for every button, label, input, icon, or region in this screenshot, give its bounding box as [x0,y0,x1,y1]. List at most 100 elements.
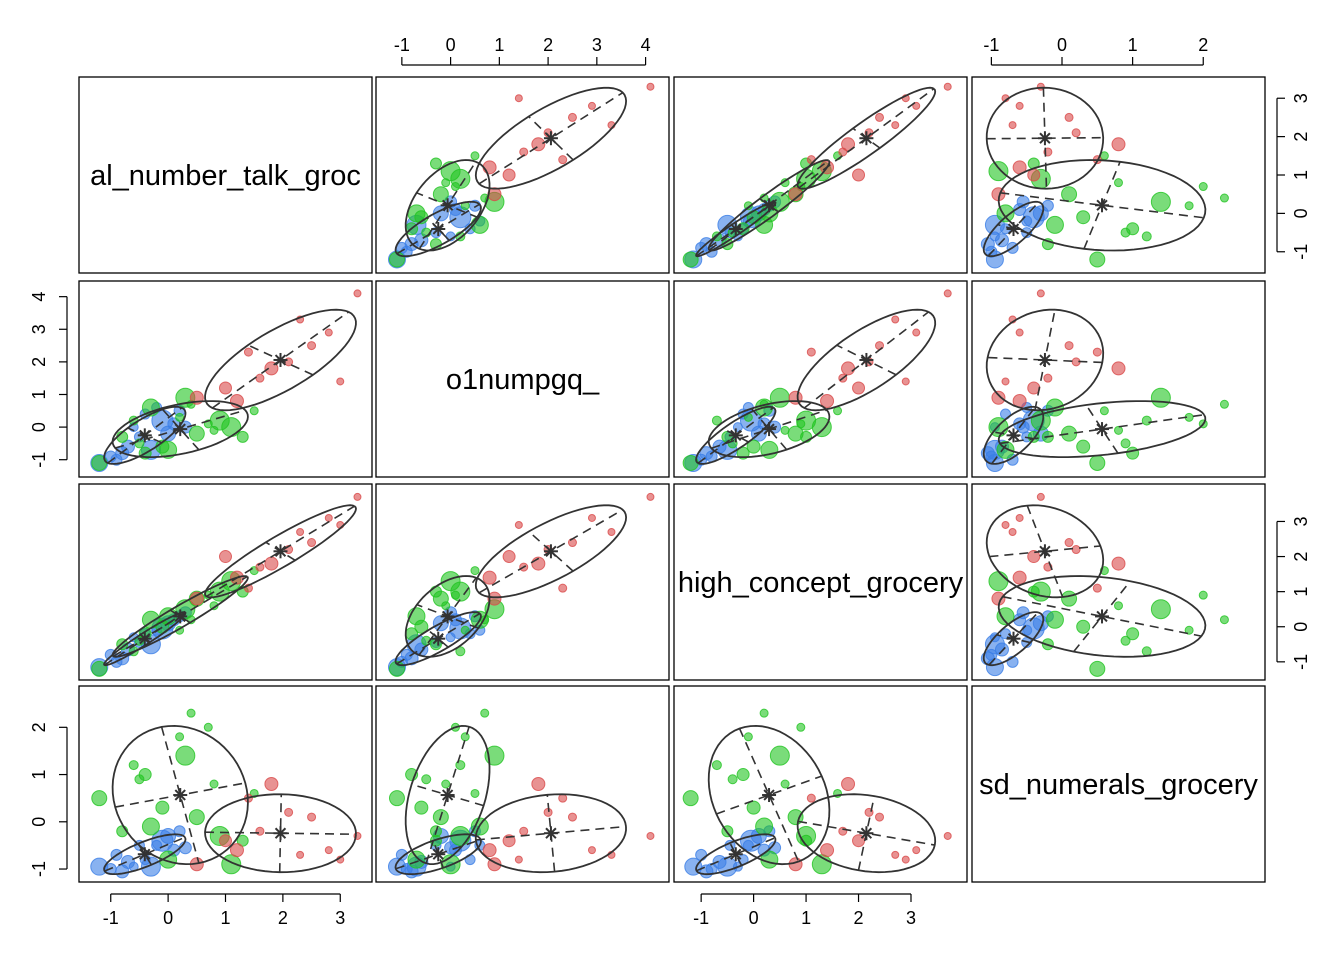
tick-label: -1 [983,35,999,55]
variable-label-1: o1numpgq_ [446,364,600,396]
point-s1-5 [440,161,461,182]
point-s2-5 [1036,492,1045,501]
point-s1-10 [175,732,185,742]
point-s2-10 [1092,583,1102,593]
point-s1-11 [414,800,429,815]
point-s2-4 [567,112,577,122]
centroid-s1 [762,422,777,437]
ellipse-s0 [695,833,777,876]
point-s2-4 [875,112,885,122]
point-s1-11 [414,619,429,634]
ellipse-axis-s2 [797,820,935,846]
point-s1-14 [209,425,219,435]
variable-label-2: high_concept_grocery [678,567,964,599]
point-s1-11 [746,439,761,454]
point-s2-5 [646,831,655,840]
tick-label: 2 [1291,552,1311,562]
point-s1-10 [743,732,753,742]
panel-frame [78,483,373,681]
ellipse-s2 [796,793,937,874]
panel-3-2 [673,685,968,883]
ellipse-s2 [985,86,1105,190]
centroid-s0 [728,847,743,862]
point-s2-4 [1064,112,1074,122]
tick-label: 2 [1291,132,1311,142]
point-s1-12 [249,406,259,416]
tick-label: 0 [446,35,456,55]
point-s1-3 [159,850,178,869]
centroid-s2 [273,544,288,559]
panel-2-1 [375,483,670,681]
point-s2-6 [587,101,596,110]
point-s2-10 [806,155,816,165]
point-s2-4 [1064,341,1074,351]
point-s1-5 [440,571,461,592]
tick-label: 2 [1198,35,1208,55]
tick-label: 1 [494,35,504,55]
point-s2-11 [1008,527,1017,536]
point-s2-10 [243,347,253,357]
centroid-s1 [173,609,188,624]
point-s2-5 [646,82,655,91]
centroid-s2 [543,131,558,146]
ellipse-s2 [474,793,627,874]
point-s2-11 [296,850,305,859]
point-s2-10 [558,583,568,593]
panel-2-0 [78,483,373,681]
point-s1-4 [1120,438,1131,449]
point-s1-2 [1061,186,1078,203]
panel-1-1: o1numpgq_ [375,280,670,478]
point-s2-3 [482,843,497,858]
ellipse-axis-s1 [716,775,822,815]
point-s2-0 [264,556,279,571]
point-s1-1 [755,817,774,836]
point-s2-2 [487,591,502,606]
point-s1-8 [450,182,460,192]
point-s2-9 [514,94,523,103]
tick-label: -1 [394,35,410,55]
centroid-s0 [431,847,446,862]
point-s2-11 [891,850,900,859]
point-s2-9 [1001,520,1010,529]
point-s2-10 [558,155,568,165]
point-s1-6 [91,790,108,807]
tick-label: 4 [641,35,651,55]
point-s1-11 [1076,210,1091,225]
point-s2-5 [353,289,362,298]
point-s1-17 [138,768,152,782]
point-s0-9 [699,864,714,879]
point-s1-5 [988,571,1009,592]
point-s1-12 [470,788,480,798]
point-s0-9 [115,864,130,879]
panel-2-2: high_concept_grocery [673,483,968,681]
ellipse-s0 [982,200,1045,258]
tick-label: 1 [29,770,49,780]
centroid-s2 [859,826,874,841]
point-s1-12 [1099,406,1109,416]
point-s2-4 [1064,538,1074,548]
point-s2-6 [587,513,596,522]
point-s2-6 [912,328,921,337]
point-s0-11 [445,632,456,643]
ellipse-axis-s2 [989,545,1101,558]
point-s1-2 [432,186,449,203]
point-s2-7 [1071,128,1081,138]
centroid-s2 [543,544,558,559]
point-s0-10 [1032,205,1049,222]
point-s1-5 [988,161,1009,182]
tick-label: 1 [29,389,49,399]
tick-label: 0 [29,817,49,827]
panel-frame [673,280,968,478]
point-s2-3 [820,394,835,409]
tick-label: 3 [592,35,602,55]
point-s1-7 [769,387,790,408]
point-s2-6 [912,101,921,110]
ellipse-axis-s2 [528,530,574,572]
point-s0-14 [742,839,754,851]
point-s1-7 [1150,599,1171,620]
panel-frame [971,76,1266,274]
point-s1-1 [141,817,160,836]
point-s2-4 [307,341,317,351]
ellipse-s0 [394,833,482,875]
point-s1-5 [811,417,832,438]
